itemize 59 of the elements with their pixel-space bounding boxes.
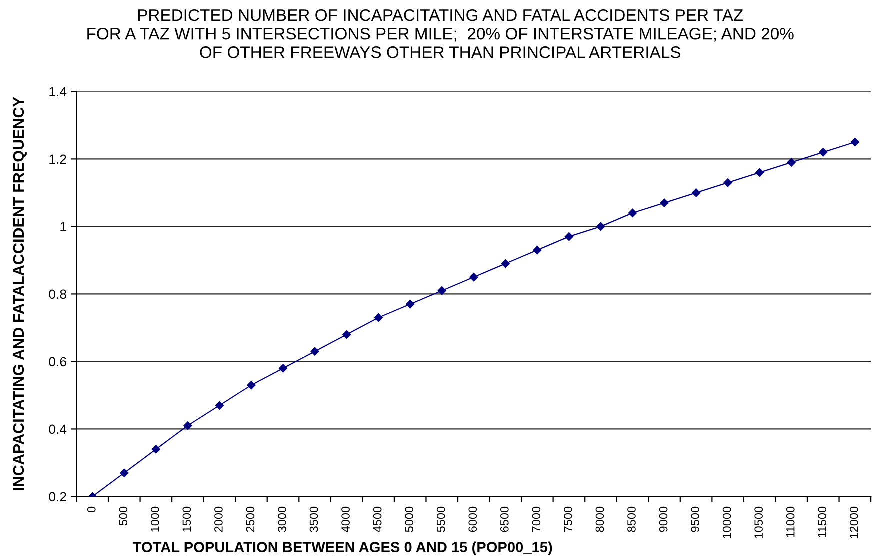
- x-tick-label: 10000: [722, 506, 732, 538]
- point: [692, 188, 701, 198]
- point: [438, 286, 446, 296]
- point: [564, 232, 574, 242]
- point: [152, 445, 160, 454]
- x-tick-label: 10500: [754, 506, 764, 538]
- x-tick-label: 3500: [310, 506, 318, 532]
- x-tick-label: 3000: [278, 506, 286, 532]
- point: [120, 468, 129, 478]
- x-tick-label: 8500: [628, 506, 636, 532]
- x-tick-label: 8000: [596, 506, 604, 532]
- x-tick-label: 1000: [150, 506, 160, 532]
- x-tick-label: 6000: [468, 506, 478, 532]
- point: [724, 178, 732, 188]
- point: [819, 148, 828, 157]
- x-tick-label: 500: [119, 506, 128, 526]
- x-tick-label: 12000: [850, 506, 858, 538]
- x-tick-label: 11500: [818, 506, 827, 538]
- x-tick-label: 0: [87, 506, 96, 513]
- x-tick-label: 7500: [564, 506, 572, 532]
- point: [184, 422, 192, 430]
- point: [660, 198, 669, 208]
- point: [628, 208, 637, 218]
- point: [596, 222, 606, 231]
- y-tick-label: 1: [60, 222, 66, 232]
- y-axis-title: INCAPACITATING AND FATALACCIDENT FREQUENCY: [13, 97, 27, 490]
- point: [470, 273, 478, 282]
- x-tick-label: 9000: [659, 506, 668, 532]
- point: [215, 401, 224, 410]
- x-tick-label: 5000: [405, 506, 414, 532]
- point: [406, 300, 415, 309]
- chart-title: PREDICTED NUMBER OF INCAPACITATING AND FATAL ACCIDENTS PER TAZ FOR A TAZ WITH 5 INTERSECTIONS PER MILE; 20% OF INTERSTATE MILEAGE; AND 20% OF OTHER FREEWAYS OTHER THAN PRINCIPAL ARTERIALS: [88, 9, 794, 58]
- y-tick-label: 0.8: [49, 290, 66, 300]
- y-tick-label: 0.2: [49, 492, 66, 502]
- point: [501, 260, 510, 268]
- point: [247, 381, 256, 390]
- x-tick-label: 11000: [786, 506, 795, 538]
- y-tick-label: 0.6: [49, 357, 66, 367]
- point: [756, 168, 764, 177]
- x-tick-label: 4000: [342, 506, 350, 532]
- point: [533, 246, 542, 255]
- x-tick-label: 9500: [691, 506, 700, 532]
- y-tick-label: 0.4: [49, 424, 67, 434]
- x-tick-label: 5500: [436, 506, 446, 532]
- point: [279, 364, 288, 373]
- x-tick-label: 1500: [182, 506, 192, 532]
- x-axis-title: TOTAL POPULATION BETWEEN AGES 0 AND 15 (POP00_15): [132, 542, 552, 556]
- point: [787, 158, 796, 167]
- x-tick-label: 4500: [373, 506, 382, 532]
- y-tick-label: 1.4: [50, 87, 67, 96]
- x-tick-label: 2000: [214, 506, 223, 532]
- point: [850, 138, 860, 147]
- y-tick-label: 1.2: [50, 154, 66, 164]
- point: [374, 314, 383, 322]
- x-tick-label: 7000: [532, 506, 541, 532]
- x-tick-label: 6500: [500, 506, 509, 532]
- x-tick-label: 2500: [246, 506, 255, 532]
- point: [342, 330, 352, 339]
- point: [310, 347, 320, 356]
